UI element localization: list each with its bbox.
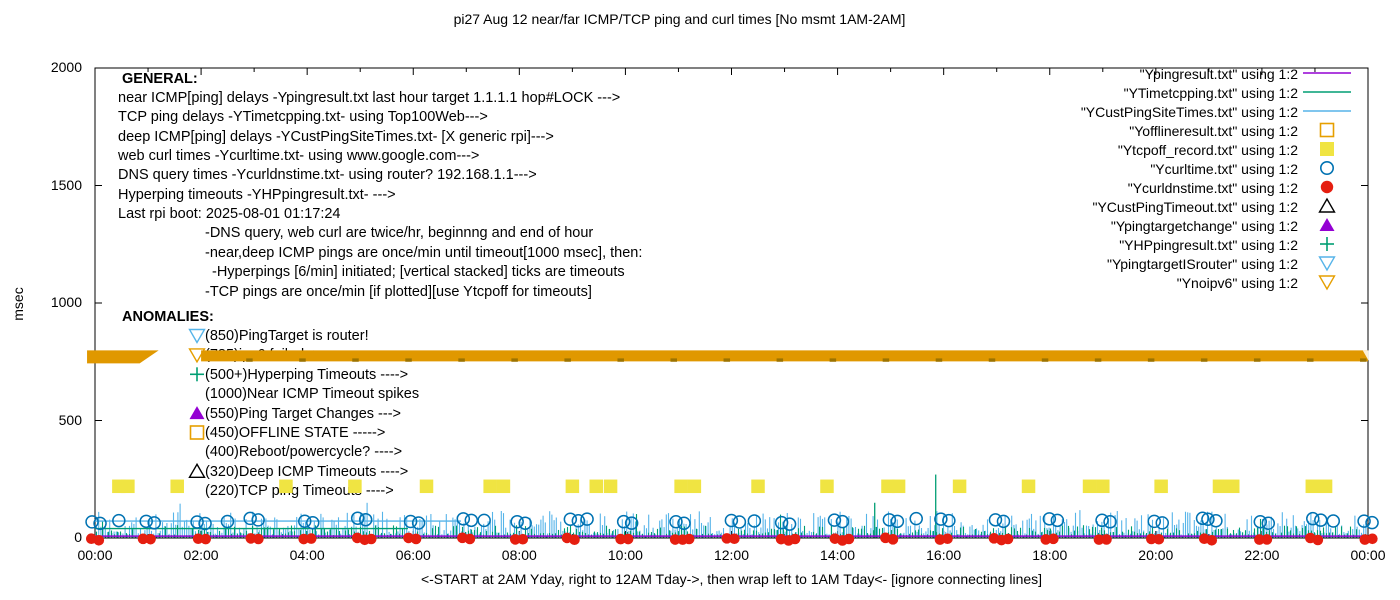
general-heading: GENERAL: [122, 71, 198, 87]
x-tick-label: 18:00 [1032, 547, 1068, 563]
anomaly-line: (220)TCP ping Timeouts ----> [205, 483, 394, 500]
anomaly-line: (320)Deep ICMP Timeouts ----> [205, 463, 409, 480]
general-line: -TCP pings are once/min [if plotted][use… [205, 283, 592, 300]
x-tick-label: 04:00 [289, 547, 325, 563]
legend-label: "Ypingresult.txt" using 1:2 [1139, 66, 1298, 82]
x-tick-label: 10:00 [607, 547, 643, 563]
general-line: deep ICMP[ping] delays -YCustPingSiteTim… [118, 128, 554, 145]
anomaly-line: (500+)Hyperping Timeouts ----> [205, 366, 409, 383]
x-tick-label: 08:00 [501, 547, 537, 563]
y-tick-label: 2000 [50, 59, 82, 75]
general-line: -Hyperpings [6/min] initiated; [vertical… [212, 264, 625, 281]
anomaly-line: (850)PingTarget is router! [205, 328, 369, 344]
anomaly-line: (400)Reboot/powercycle? ----> [205, 444, 403, 461]
x-tick-label: 00:00 [1350, 547, 1386, 563]
general-line: TCP ping delays -YTimetcpping.txt- using… [118, 109, 488, 126]
y-tick-label: 0 [74, 529, 82, 545]
y-tick-label: 500 [58, 411, 82, 428]
x-tick-label: 00:00 [77, 547, 113, 563]
x-tick-label: 12:00 [713, 547, 750, 563]
anomaly-line: (1000)Near ICMP Timeout spikes [205, 386, 420, 403]
y-tick-label: 1500 [50, 176, 82, 193]
legend-label: "YCustPingTimeout.txt" using 1:2 [1092, 199, 1298, 215]
legend-label: "YHPpingresult.txt" using 1:2 [1119, 237, 1298, 253]
legend-label: "YCustPingSiteTimes.txt" using 1:2 [1080, 104, 1298, 120]
legend-label: "YTimetcpping.txt" using 1:2 [1123, 85, 1298, 101]
legend-label: "Ypingtargetchange" using 1:2 [1110, 218, 1298, 234]
x-tick-label: 14:00 [820, 547, 856, 563]
legend-label: "Ycurldnstime.txt" using 1:2 [1127, 180, 1298, 196]
anomaly-line: (785)ipv6 failed -> [205, 347, 322, 364]
x-tick-label: 06:00 [395, 547, 431, 563]
anomaly-line: (450)OFFLINE STATE -----> [205, 425, 386, 441]
x-tick-label: 16:00 [926, 547, 962, 563]
general-line: DNS query times -Ycurldnstime.txt- using… [118, 167, 537, 184]
legend-label: "Ynoipv6" using 1:2 [1176, 275, 1298, 291]
legend-label: "YpingtargetISrouter" using 1:2 [1106, 256, 1298, 272]
general-line: near ICMP[ping] delays -Ypingresult.txt … [118, 90, 621, 106]
legend-label: "Yofflineresult.txt" using 1:2 [1129, 123, 1298, 139]
x-tick-label: 20:00 [1138, 547, 1174, 563]
x-axis-note: <-START at 2AM Yday, right to 12AM Tday-… [420, 571, 1043, 587]
general-line: Hyperping timeouts -YHPpingresult.txt- -… [118, 186, 396, 203]
y-tick-label: 1000 [50, 294, 82, 310]
x-tick-label: 02:00 [183, 547, 219, 563]
chart-title: pi27 Aug 12 near/far ICMP/TCP ping and c… [453, 11, 906, 27]
anomaly-line: (550)Ping Target Changes ---> [205, 405, 401, 422]
legend-label: "Ytcpoff_record.txt" using 1:2 [1117, 142, 1298, 158]
legend-label: "Ycurltime.txt" using 1:2 [1150, 161, 1298, 177]
general-line: -near,deep ICMP pings are once/min until… [205, 244, 643, 261]
general-line: Last rpi boot: 2025-08-01 01:17:24 [118, 206, 341, 223]
anomalies-heading: ANOMALIES: [122, 309, 214, 325]
x-tick-label: 22:00 [1244, 547, 1280, 563]
general-line: -DNS query, web curl are twice/hr, begin… [205, 225, 594, 242]
general-line: web curl times -Ycurltime.txt- using www… [118, 148, 480, 165]
